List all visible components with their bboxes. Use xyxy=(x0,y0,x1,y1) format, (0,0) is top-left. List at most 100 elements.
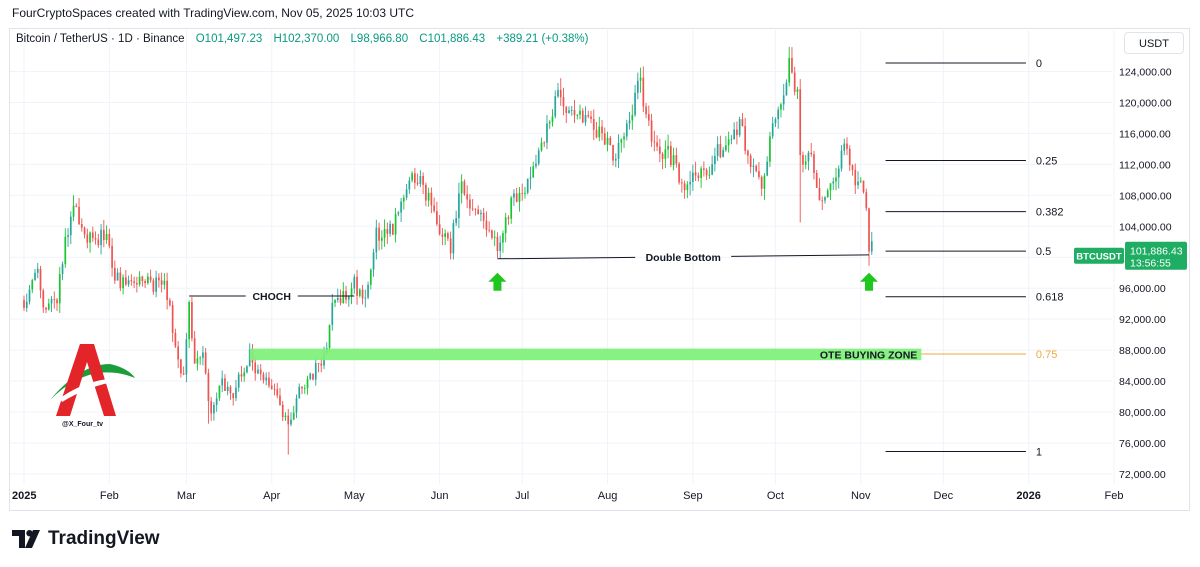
candle xyxy=(837,165,840,189)
candle xyxy=(262,371,265,384)
candle xyxy=(848,145,851,171)
candle-body xyxy=(469,199,471,209)
candle xyxy=(840,145,843,172)
price-tick-label: 124,000.00 xyxy=(1119,66,1172,78)
candle-body xyxy=(518,193,521,202)
candle xyxy=(758,162,760,180)
candle-body xyxy=(80,224,83,228)
candle-body xyxy=(207,373,210,402)
candle xyxy=(793,66,796,96)
candle-body xyxy=(86,234,89,243)
candle xyxy=(650,113,653,147)
candle xyxy=(521,183,524,201)
candle-body xyxy=(752,165,755,167)
candle xyxy=(438,214,441,236)
candle xyxy=(868,207,870,266)
candle-body xyxy=(204,352,207,374)
candle-body xyxy=(83,227,86,235)
candle-body xyxy=(53,299,56,300)
candle-body xyxy=(375,227,378,253)
candle-body xyxy=(111,245,113,268)
candle-body xyxy=(601,126,603,134)
candle xyxy=(678,162,680,185)
candle-body xyxy=(568,110,570,113)
candle-body xyxy=(34,272,36,281)
candle-body xyxy=(279,395,281,405)
author-logo: @X_Four_tv xyxy=(50,344,135,428)
fib-level-label: 1 xyxy=(1036,447,1042,459)
candle xyxy=(697,172,700,182)
candle xyxy=(562,87,565,116)
ote-zone-label: OTE BUYING ZONE xyxy=(820,349,917,361)
candle-body xyxy=(452,223,455,254)
tradingview-logo[interactable]: TradingView xyxy=(12,527,160,551)
candle-body xyxy=(474,208,477,210)
candle xyxy=(617,134,620,169)
candle xyxy=(579,104,581,120)
candle-body xyxy=(645,106,647,115)
symbol-info: Bitcoin / TetherUS · 1D · Binance O101,4… xyxy=(16,33,588,45)
candle xyxy=(513,189,515,206)
candle-body xyxy=(669,145,672,166)
candle-body xyxy=(821,200,824,202)
candle xyxy=(669,141,672,168)
candle xyxy=(160,272,163,293)
candle xyxy=(826,188,829,198)
candle-body xyxy=(829,183,832,191)
candle xyxy=(444,229,446,246)
candle-body xyxy=(50,299,53,304)
candle xyxy=(136,276,138,293)
candle-body xyxy=(350,288,353,297)
candle-body xyxy=(213,404,215,414)
candle-body xyxy=(328,324,331,348)
candle xyxy=(78,198,80,226)
candle-body xyxy=(94,237,97,240)
candle-body xyxy=(590,116,592,120)
candle xyxy=(25,293,28,312)
candle-body xyxy=(259,369,262,375)
last-price-box xyxy=(1125,241,1187,270)
candle xyxy=(469,194,471,216)
candle xyxy=(265,372,268,386)
candle-body xyxy=(136,282,138,285)
candle-body xyxy=(58,274,61,304)
candle xyxy=(284,412,287,421)
candle xyxy=(309,372,312,381)
candle-body xyxy=(576,114,579,116)
candle xyxy=(587,110,590,119)
candle-body xyxy=(782,95,785,105)
candle-body xyxy=(595,129,598,138)
candle-body xyxy=(755,165,758,172)
candle xyxy=(628,111,631,130)
candle-body xyxy=(152,280,155,292)
candle xyxy=(711,155,713,176)
arrow-up-icon xyxy=(488,272,507,291)
candle-body xyxy=(215,398,218,405)
candle xyxy=(394,207,397,243)
candle xyxy=(537,147,540,166)
candle xyxy=(433,197,435,213)
candle-body xyxy=(642,77,645,107)
candle-body xyxy=(427,192,430,201)
candle xyxy=(86,228,89,249)
candle xyxy=(389,220,391,237)
candle xyxy=(306,375,309,395)
symbol-title: Bitcoin / TetherUS · 1D · Binance xyxy=(16,33,185,45)
candle xyxy=(411,171,413,183)
candle-body xyxy=(818,187,821,201)
candle-body xyxy=(840,150,843,169)
candle xyxy=(328,324,331,353)
candle xyxy=(477,205,480,215)
candle xyxy=(716,136,719,161)
currency-button[interactable]: USDT xyxy=(1124,32,1184,54)
candle xyxy=(240,365,243,382)
candle-body xyxy=(603,133,606,145)
candle xyxy=(634,84,636,117)
candle-body xyxy=(606,137,609,145)
double-bottom-line xyxy=(731,254,870,257)
candle-body xyxy=(221,378,224,386)
candle xyxy=(397,211,400,217)
candle-body xyxy=(703,168,705,170)
candle xyxy=(204,348,207,375)
